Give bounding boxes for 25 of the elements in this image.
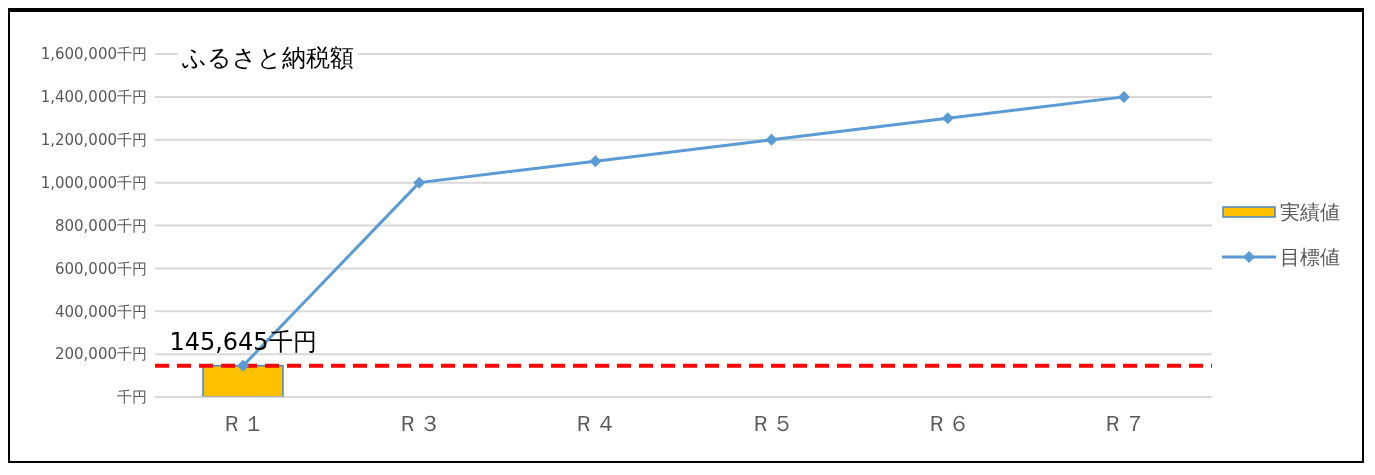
chart-title: ふるさと納税額 xyxy=(178,42,358,74)
y-tick-label: 400,000千円 xyxy=(54,302,147,321)
x-tick-label: Ｒ７ xyxy=(1101,410,1146,436)
y-tick-label: 1,000,000千円 xyxy=(40,173,147,192)
legend-label: 実績値 xyxy=(1280,198,1340,226)
point xyxy=(941,112,954,125)
y-tick-label: 千円 xyxy=(117,388,147,407)
y-tick-label: 800,000千円 xyxy=(54,216,147,235)
point xyxy=(413,176,426,189)
x-tick-label: Ｒ１ xyxy=(221,410,266,436)
point xyxy=(1117,90,1130,103)
legend-label: 目標値 xyxy=(1280,243,1340,271)
point xyxy=(237,359,250,372)
x-tick-label: Ｒ４ xyxy=(573,410,618,436)
x-tick-label: Ｒ３ xyxy=(397,410,442,436)
point xyxy=(765,133,778,146)
y-tick-label: 200,000千円 xyxy=(54,345,147,364)
data-label: 145,645千円 xyxy=(169,327,317,356)
point xyxy=(589,155,602,168)
y-tick-label: 1,200,000千円 xyxy=(40,131,147,150)
x-tick-label: Ｒ５ xyxy=(749,410,794,436)
y-tick-label: 1,400,000千円 xyxy=(40,88,147,107)
y-tick-label: 600,000千円 xyxy=(54,259,147,278)
y-tick-label: 1,600,000千円 xyxy=(40,45,147,64)
x-tick-label: Ｒ６ xyxy=(925,410,970,436)
